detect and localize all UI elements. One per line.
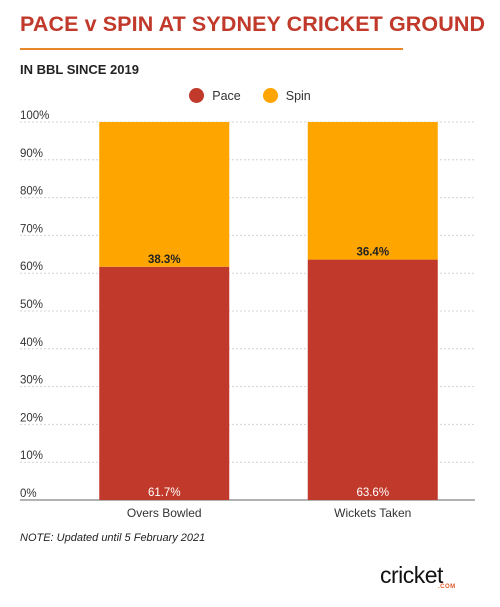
legend-item-spin: Spin (262, 88, 311, 103)
y-tick-label: 50% (20, 299, 43, 311)
y-tick-label: 20% (20, 412, 43, 424)
legend-swatch-pace (189, 88, 205, 103)
data-label-spin: 38.3% (148, 254, 181, 266)
y-tick-label: 10% (20, 450, 43, 462)
y-tick-label: 30% (20, 375, 43, 387)
logo-wordmark: cricket (380, 562, 443, 588)
chart-subtitle: IN BBL SINCE 2019 (20, 62, 139, 77)
y-tick-label: 40% (20, 337, 43, 349)
y-tick-label: 90% (20, 148, 43, 160)
footnote: NOTE: Updated until 5 February 2021 (20, 532, 206, 544)
y-tick-label: 60% (20, 261, 43, 273)
y-tick-label: 80% (20, 186, 43, 198)
legend: Pace Spin (0, 88, 500, 103)
chart-title: PACE v SPIN AT SYDNEY CRICKET GROUND (20, 12, 486, 36)
y-tick-label: 70% (20, 223, 43, 235)
y-tick-label: 100% (20, 110, 49, 122)
cricket-com-logo: cricket .COM (380, 562, 472, 592)
data-label-pace: 63.6% (356, 487, 389, 499)
legend-label-pace: Pace (212, 88, 241, 103)
legend-swatch-spin (262, 88, 278, 103)
data-label-spin: 36.4% (356, 247, 389, 259)
data-label-pace: 61.7% (148, 487, 181, 499)
logo-suffix: .COM (438, 584, 456, 590)
x-category-label: Wickets Taken (334, 506, 411, 520)
bar-pace (307, 259, 438, 500)
legend-label-spin: Spin (285, 88, 311, 103)
title-underline (20, 48, 403, 50)
bar-spin (307, 122, 438, 260)
y-tick-label: 0% (20, 488, 37, 500)
legend-item-pace: Pace (189, 88, 241, 103)
x-category-label: Overs Bowled (127, 506, 202, 520)
bar-pace (99, 266, 230, 500)
bar-spin (99, 122, 230, 267)
